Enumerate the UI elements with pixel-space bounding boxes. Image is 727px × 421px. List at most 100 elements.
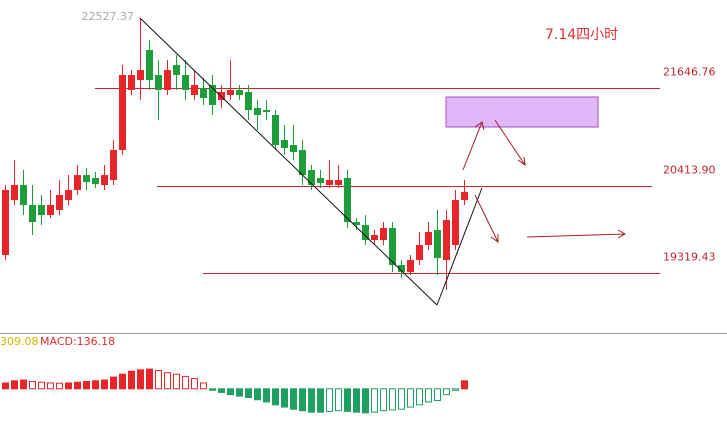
candle-body — [11, 184, 18, 201]
macd-bar — [164, 372, 171, 390]
candle-body — [20, 184, 27, 206]
candle-body — [65, 189, 72, 201]
macd-bar — [182, 375, 189, 390]
macd-bar — [74, 381, 81, 390]
candle-body — [164, 70, 171, 90]
candle-body — [407, 260, 414, 273]
macd-bar — [353, 388, 360, 413]
macd-bar — [110, 376, 117, 390]
macd-bar — [155, 370, 162, 390]
macd-bar — [452, 388, 459, 391]
candle-body — [317, 177, 324, 183]
candle-body — [344, 177, 351, 223]
candle-body — [353, 222, 360, 226]
macd-bar — [371, 388, 378, 413]
candle-body — [290, 144, 297, 152]
down-trendline — [139, 17, 438, 306]
macd-panel — [2, 368, 468, 414]
macd-bar — [11, 380, 18, 390]
macd-bar — [236, 388, 243, 397]
macd-bar — [209, 388, 216, 391]
arrows — [462, 119, 627, 243]
candle-body — [209, 84, 216, 106]
candle-body — [371, 234, 378, 240]
candle-body — [92, 177, 99, 185]
candle-body — [182, 75, 189, 90]
macd-bar — [2, 382, 9, 390]
macd-bar — [173, 373, 180, 390]
macd-bar — [227, 388, 234, 396]
level-label: 21646.76 — [663, 66, 716, 79]
level-label: 19319.43 — [663, 251, 716, 264]
candle-body — [416, 245, 423, 261]
candle-body — [308, 170, 315, 185]
macd-bar — [128, 370, 135, 390]
macd-bar — [272, 388, 279, 406]
candle-body — [155, 75, 162, 90]
candle-body — [74, 175, 81, 190]
macd-bar — [461, 380, 468, 390]
macd-bar — [443, 388, 450, 396]
candle-body — [200, 87, 207, 99]
macd-bar — [29, 381, 36, 390]
macd-label: MACD:136.18 — [40, 335, 115, 348]
candles — [2, 18, 468, 290]
macd-bar — [362, 388, 369, 414]
chart-title: 7.14四小时 — [545, 27, 618, 43]
arrow — [526, 229, 627, 239]
macd-bar — [317, 388, 324, 413]
candle-body — [380, 227, 387, 240]
candle-body — [452, 200, 459, 246]
candle-body — [245, 91, 252, 111]
candle-body — [47, 205, 54, 216]
trendlines — [139, 17, 483, 306]
candle-body — [29, 205, 36, 223]
candle-body — [281, 139, 288, 149]
candle-body — [218, 91, 225, 101]
macd-bar — [335, 388, 342, 412]
candle-body — [326, 179, 333, 185]
candle-body — [254, 108, 261, 116]
candle-body — [191, 84, 198, 95]
macd-bar — [200, 382, 207, 390]
candle-body — [335, 179, 342, 185]
macd-bar — [398, 388, 405, 410]
candle-body — [443, 220, 450, 261]
macd-bar — [416, 388, 423, 406]
candle-body — [272, 115, 279, 145]
arrow — [474, 194, 499, 243]
candle-body — [101, 175, 108, 185]
candle-body — [2, 189, 9, 256]
candle-body — [362, 225, 369, 240]
macd-bar — [137, 369, 144, 390]
macd-bar — [299, 388, 306, 412]
macd-bar — [380, 388, 387, 412]
arrow — [494, 119, 526, 167]
macd-bar — [434, 388, 441, 401]
macd-bar — [92, 380, 99, 390]
macd-bar — [119, 373, 126, 390]
candle-body — [128, 75, 135, 90]
macd-bar — [191, 378, 198, 390]
candle-body — [137, 70, 144, 80]
macd-bar — [20, 379, 27, 390]
macd-bar — [65, 382, 72, 390]
macd-bar — [281, 388, 288, 408]
up-trendline — [436, 187, 483, 306]
macd-bar — [218, 388, 225, 393]
macd-bar — [326, 388, 333, 412]
macd-bar — [290, 388, 297, 410]
candle-body — [83, 175, 90, 183]
candle-body — [425, 232, 432, 246]
candle-body — [146, 50, 153, 80]
candle-body — [398, 265, 405, 273]
candle-body — [434, 229, 441, 259]
target-zone — [445, 96, 599, 128]
macd-prefix: 309.08 — [0, 335, 39, 348]
candle-body — [56, 194, 63, 211]
candle-body — [263, 110, 270, 113]
levels: 21646.76 20413.90 19319.43 — [95, 66, 716, 275]
candle-body — [299, 150, 306, 176]
